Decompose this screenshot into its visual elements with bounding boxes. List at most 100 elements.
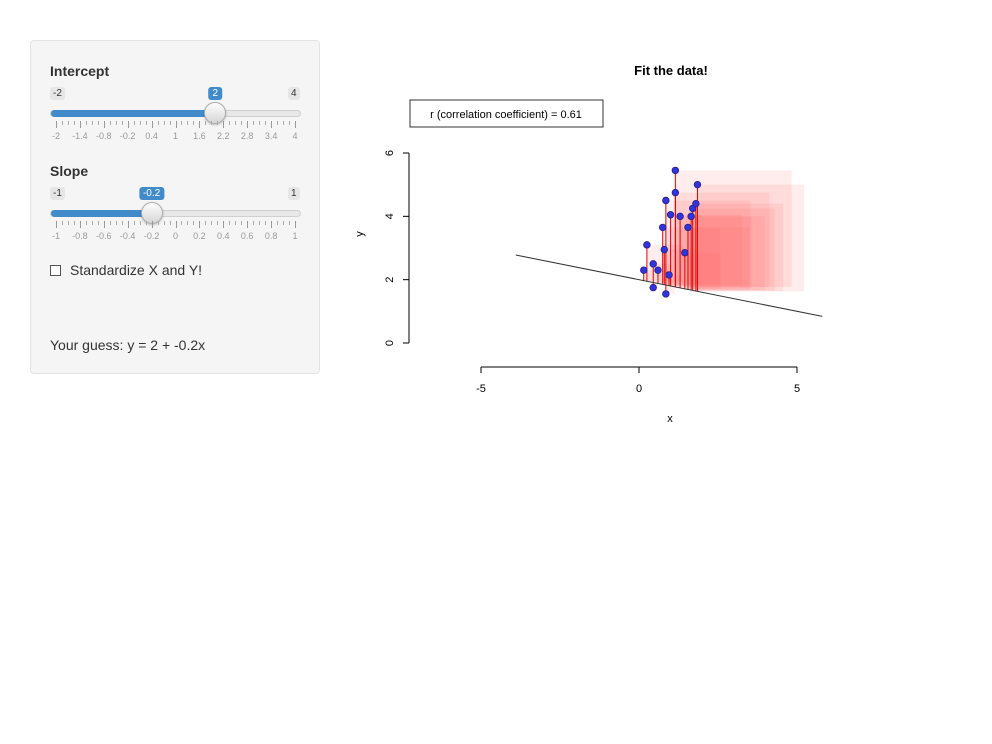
intercept-tick-label: 2.8: [240, 131, 254, 141]
controls-panel: Intercept -2 4 2 -2 -1.4 -0.8 -0.2 0.4 1 1.6 2.…: [30, 40, 320, 374]
intercept-value-bubble: 2: [208, 87, 223, 100]
slope-tick-major: [247, 221, 249, 228]
residual-squares: [643, 170, 804, 294]
slope-tick-major: [223, 221, 225, 228]
intercept-max-label: 4: [288, 87, 300, 100]
slope-tick-minor: [139, 221, 141, 225]
intercept-tick-minor: [139, 121, 141, 125]
slope-tick-minor: [109, 221, 111, 225]
data-point: [649, 283, 657, 292]
data-point: [687, 212, 695, 221]
slope-tick-minor: [253, 221, 255, 225]
slope-tick-minor: [259, 221, 261, 225]
slope-tick-minor: [121, 221, 123, 225]
residual-square: [692, 208, 775, 291]
intercept-slider-track[interactable]: [50, 110, 301, 117]
intercept-tick-minor: [85, 121, 87, 125]
residual-square: [695, 203, 784, 292]
slope-tick-minor: [217, 221, 219, 225]
slope-tick-minor: [115, 221, 117, 225]
slope-tick-minor: [187, 221, 189, 225]
intercept-tick-minor: [115, 121, 117, 125]
slope-tick-label: 0.8: [264, 231, 278, 241]
intercept-tick-major: [127, 121, 129, 128]
slope-max-label: 1: [288, 187, 300, 200]
x-tick-label: -5: [476, 383, 486, 395]
intercept-tick-minor: [91, 121, 93, 125]
intercept-tick-minor: [67, 121, 69, 125]
slope-tick-minor: [181, 221, 183, 225]
slope-tick-minor: [283, 221, 285, 225]
intercept-tick-label: -0.2: [119, 131, 136, 141]
intercept-tick-label: 4: [292, 131, 298, 141]
intercept-tick-minor: [157, 121, 159, 125]
data-points: [640, 166, 702, 298]
intercept-tick-major: [79, 121, 81, 128]
intercept-tick-minor: [169, 121, 171, 125]
slope-tick-label: 0.6: [240, 231, 254, 241]
x-tick-label: 0: [636, 383, 642, 395]
intercept-tick-major: [151, 121, 153, 128]
intercept-slider-ticks: -2 -1.4 -0.8 -0.2 0.4 1 1.6 2.2 2.8 3.4 4: [50, 121, 301, 141]
slope-tick-minor: [91, 221, 93, 225]
plot-title: Fit the data!: [634, 63, 708, 78]
slope-label: Slope: [50, 163, 89, 179]
slope-tick-minor: [97, 221, 99, 225]
data-point: [693, 180, 702, 189]
scatter-plot: Fit the data! r (correlation coefficient…: [354, 63, 823, 425]
slope-value-bubble: -0.2: [138, 187, 165, 200]
standardize-checkbox-row[interactable]: Standardize X and Y!: [50, 262, 202, 278]
intercept-tick-minor: [187, 121, 189, 125]
data-point: [684, 223, 692, 232]
slope-tick-major: [79, 221, 81, 228]
slope-slider-fill: [51, 210, 153, 217]
slope-tick-minor: [169, 221, 171, 225]
intercept-tick-minor: [217, 121, 219, 125]
slope-slider-ticks: -1 -0.8 -0.6 -0.4 -0.2 0 0.2 0.4 0.6 0.8 1: [50, 221, 301, 241]
slope-tick-minor: [277, 221, 279, 225]
intercept-tick-minor: [253, 121, 255, 125]
slope-tick-minor: [73, 221, 75, 225]
slope-tick-minor: [289, 221, 291, 225]
intercept-tick-label: 1: [172, 131, 179, 141]
intercept-tick-minor: [181, 121, 183, 125]
intercept-tick-minor: [163, 121, 165, 125]
x-axis-label: x: [667, 413, 673, 425]
slope-tick-label: -0.4: [119, 231, 136, 241]
standardize-checkbox-label: Standardize X and Y!: [70, 262, 203, 278]
intercept-tick-major: [103, 121, 105, 128]
intercept-min-label: -2: [50, 87, 65, 100]
standardize-checkbox[interactable]: [50, 264, 61, 276]
slope-tick-minor: [235, 221, 237, 225]
slope-tick-label: -0.6: [96, 231, 112, 241]
intercept-tick-label: 1.6: [193, 131, 206, 141]
slope-slider-track[interactable]: [50, 210, 301, 217]
legend-text: r (correlation coefficient) = 0.61: [430, 109, 582, 121]
intercept-tick-major: [56, 121, 57, 128]
residual-square: [687, 227, 750, 290]
intercept-tick-label: -0.8: [96, 131, 112, 141]
intercept-tick-minor: [277, 121, 279, 125]
slope-tick-minor: [205, 221, 207, 225]
intercept-tick-minor: [205, 121, 207, 125]
y-tick-label: 6: [384, 150, 396, 156]
data-point: [671, 166, 680, 175]
slope-tick-major: [295, 221, 296, 228]
intercept-slider-handle[interactable]: [204, 102, 227, 124]
intercept-tick-major: [295, 121, 296, 128]
data-point: [692, 199, 700, 208]
intercept-tick-major: [175, 121, 177, 128]
intercept-tick-minor: [229, 121, 231, 125]
intercept-tick-minor: [265, 121, 267, 125]
slope-tick-label: -0.8: [72, 231, 88, 241]
slope-tick-minor: [265, 221, 267, 225]
residual-square: [691, 216, 765, 291]
data-point: [643, 241, 651, 249]
residual-square: [697, 184, 804, 292]
intercept-tick-label: -1.4: [72, 131, 88, 141]
intercept-tick-minor: [193, 121, 195, 125]
intercept-tick-minor: [121, 121, 123, 125]
y-tick-label: 2: [384, 277, 396, 283]
y-tick-label: 0: [384, 340, 396, 346]
data-point: [660, 245, 668, 254]
